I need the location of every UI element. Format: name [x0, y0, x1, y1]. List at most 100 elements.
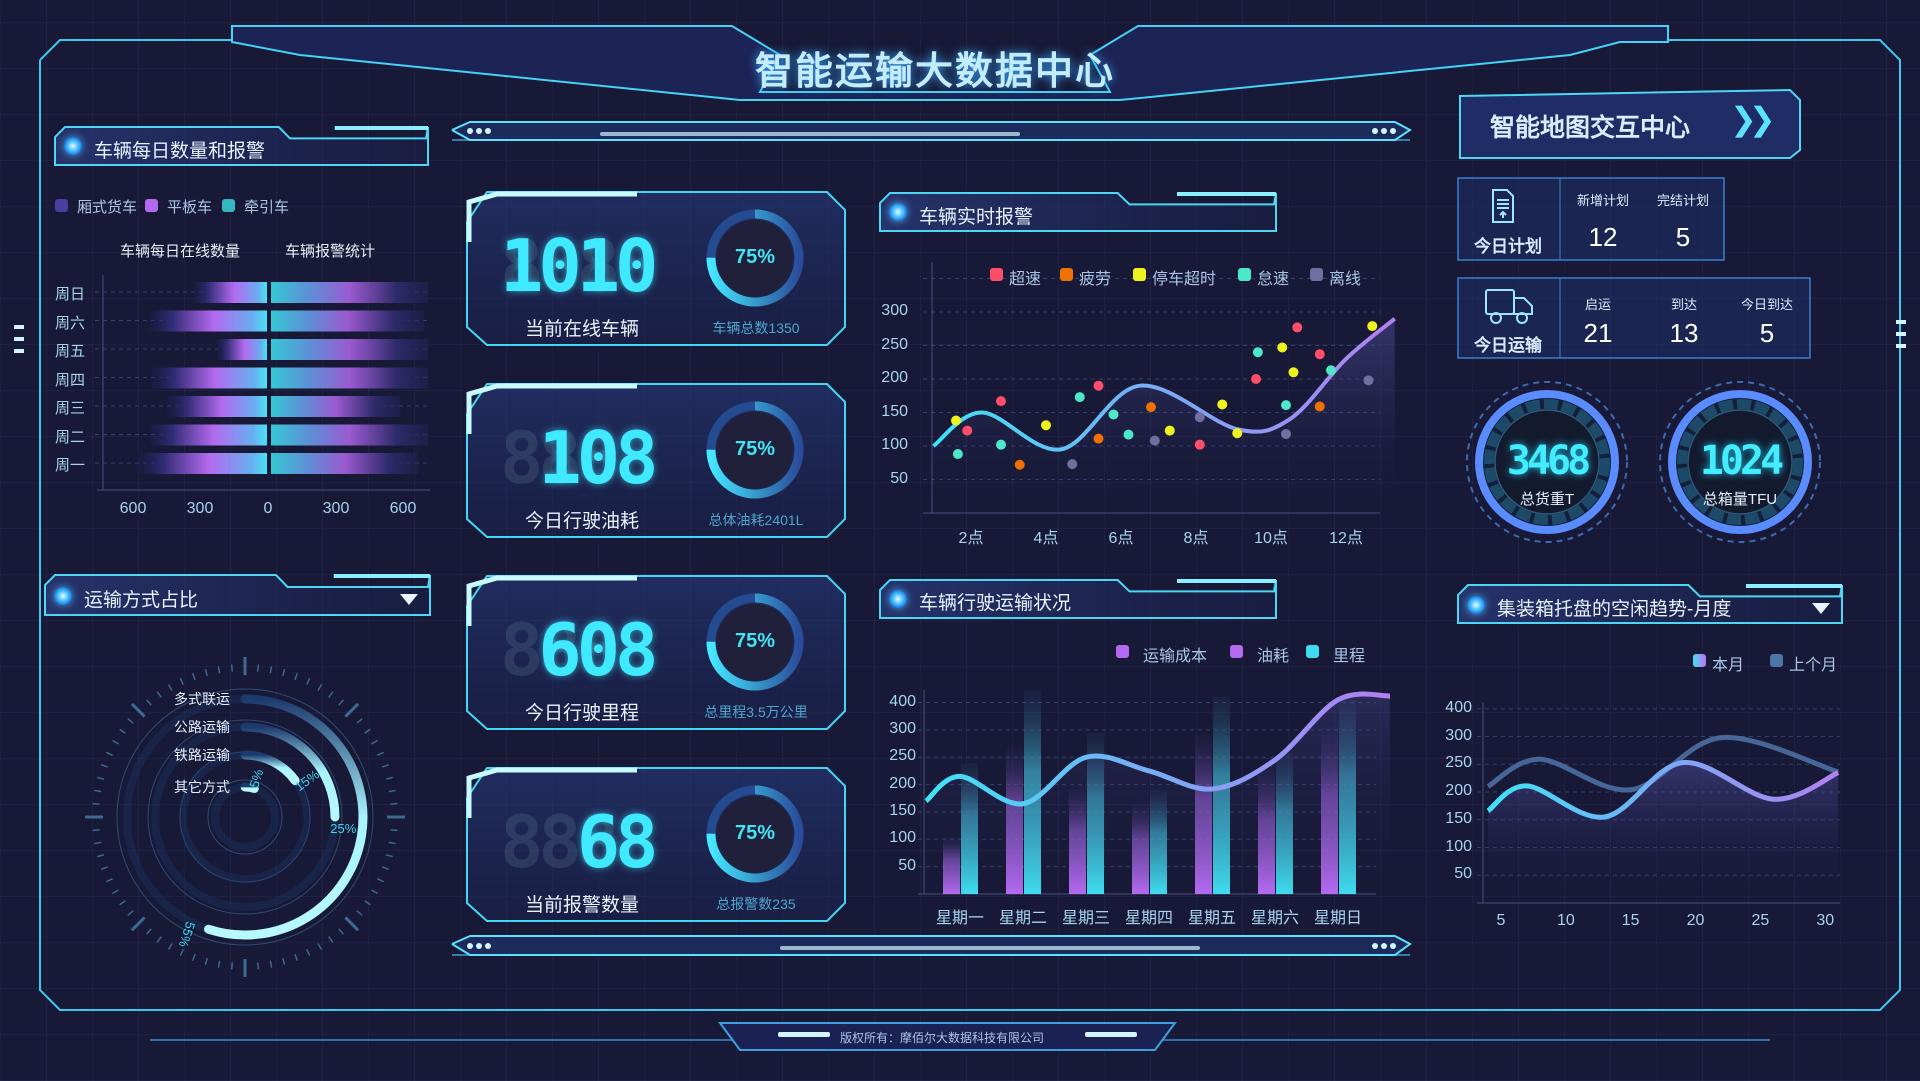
legend-swatch	[1133, 268, 1146, 281]
plan-done-label: 完结计划	[1656, 193, 1709, 208]
dial-tick	[112, 739, 119, 745]
scatter-point-离线	[1363, 375, 1374, 386]
globe-icon	[54, 587, 72, 605]
y-tick-label: 50	[1454, 865, 1472, 883]
kpi-subtext: 车辆总数1350	[712, 320, 800, 336]
shipping-today-value: 5	[1759, 318, 1775, 348]
y-tick-label: 300	[1445, 726, 1472, 744]
bar-online	[138, 453, 267, 474]
radial-label: 多式联运	[174, 691, 230, 707]
radial-label: 公路运输	[174, 719, 230, 735]
legend-swatch	[990, 268, 1003, 281]
dial-tick	[127, 718, 134, 724]
kpi-digital-value: 8888 608	[500, 614, 658, 686]
kpi-subtext: 总报警数235	[716, 896, 796, 912]
triangle-down-icon[interactable]	[400, 594, 418, 605]
bar-alarm	[271, 396, 401, 417]
dial-tick	[204, 957, 208, 965]
map-center-button[interactable]: 智能地图交互中心 ❯❯	[1460, 90, 1800, 156]
x-tick-label: 300	[322, 500, 350, 517]
legend-label: 疲劳	[1079, 271, 1112, 288]
dial-tick	[338, 699, 344, 706]
bar-online	[216, 339, 267, 360]
chart-subtitle-right: 车辆报警统计	[285, 243, 376, 260]
dial-tick	[106, 751, 113, 756]
dial-tick	[130, 916, 146, 932]
dial-tick	[344, 916, 360, 932]
scatter-point-超速	[962, 425, 973, 436]
shipping-today-label: 今日到达	[1740, 297, 1793, 312]
panel-title-idle-trend: 集装箱托盘的空闲趋势-月度	[1497, 599, 1732, 620]
dial-tick	[282, 669, 286, 677]
dial-tick	[317, 943, 323, 950]
y-tick-label: 200	[881, 369, 908, 386]
dial-tick	[306, 678, 311, 685]
dial-tick	[294, 953, 299, 962]
dial-tick	[381, 763, 390, 768]
scatter-point-超速	[1093, 380, 1104, 391]
dial-tick	[217, 666, 221, 674]
gauge-weight-label: 总货重T	[1519, 491, 1575, 508]
kpi-progress-ring	[706, 785, 804, 883]
dial-tick	[390, 802, 398, 806]
legend-label: 牵引车	[244, 199, 290, 216]
scatter-point-怠速	[1281, 400, 1291, 411]
bar-online	[193, 282, 267, 303]
dial-tick	[269, 666, 273, 674]
scatter-point-怠速	[1123, 429, 1134, 440]
dial-tick	[94, 841, 102, 845]
x-tick-label: 星期六	[1250, 910, 1299, 927]
document-icon	[1485, 188, 1519, 229]
kpi-percent: 75%	[734, 438, 776, 460]
dial-tick	[217, 960, 221, 968]
y-tick-label: 150	[881, 402, 908, 420]
scatter-point-怠速	[1326, 365, 1336, 376]
triangle-down-icon[interactable]	[1812, 603, 1830, 614]
series-line-本月	[1486, 760, 1840, 820]
dial-tick	[377, 751, 384, 756]
scatter-point-超速	[1314, 349, 1325, 360]
y-tick-label: 周六	[55, 314, 86, 332]
x-tick-label: 2点	[958, 530, 984, 547]
dial-tick	[328, 691, 334, 698]
legend-swatch	[1693, 654, 1706, 667]
dial-tick	[100, 763, 109, 768]
scatter-point-停车超时	[1041, 420, 1051, 431]
map-button-frame	[1459, 88, 1801, 159]
dial-tick	[385, 776, 393, 780]
x-tick-label: 25	[1751, 912, 1770, 929]
dial-tick	[106, 878, 113, 883]
legend-swatch	[1306, 645, 1319, 658]
kpi-digital-value: 8888 1010	[500, 230, 658, 302]
percent-label: 25%	[330, 821, 357, 837]
scatter-point-停车超时	[1217, 399, 1228, 410]
legend-swatch	[222, 199, 235, 212]
plan-new-label: 新增计划	[1576, 193, 1629, 208]
bar-online	[167, 396, 267, 417]
copyright-text: 版权所有：摩佰尔大数据科技有限公司	[840, 1031, 1045, 1045]
scatter-point-怠速	[1074, 392, 1085, 403]
shipping-depart-value: 21	[1583, 318, 1613, 348]
y-tick-label: 250	[1445, 754, 1472, 772]
x-tick-label: 星期三	[1061, 910, 1110, 927]
legend-label: 停车超时	[1152, 271, 1217, 288]
dial-tick	[390, 828, 398, 832]
kpi-digital-value: 8888 68	[500, 806, 658, 878]
legend-swatch	[1770, 654, 1783, 667]
legend-swatch	[145, 199, 158, 212]
dial-tick	[256, 962, 260, 970]
dial-tick	[112, 889, 119, 895]
dial-tick	[282, 957, 286, 965]
shipping-title: 今日运输	[1474, 336, 1542, 355]
globe-icon	[889, 590, 907, 608]
x-tick-label: 10点	[1254, 530, 1288, 547]
scatter-point-怠速	[952, 449, 963, 460]
legend-label: 怠速	[1257, 271, 1290, 288]
digit-ghost: 8888	[500, 224, 658, 308]
dial-tick	[388, 789, 396, 793]
dial-tick	[92, 802, 100, 806]
legend-swatch	[1060, 268, 1073, 281]
plan-title: 今日计划	[1474, 237, 1542, 256]
scatter-point-停车超时	[1232, 428, 1243, 439]
